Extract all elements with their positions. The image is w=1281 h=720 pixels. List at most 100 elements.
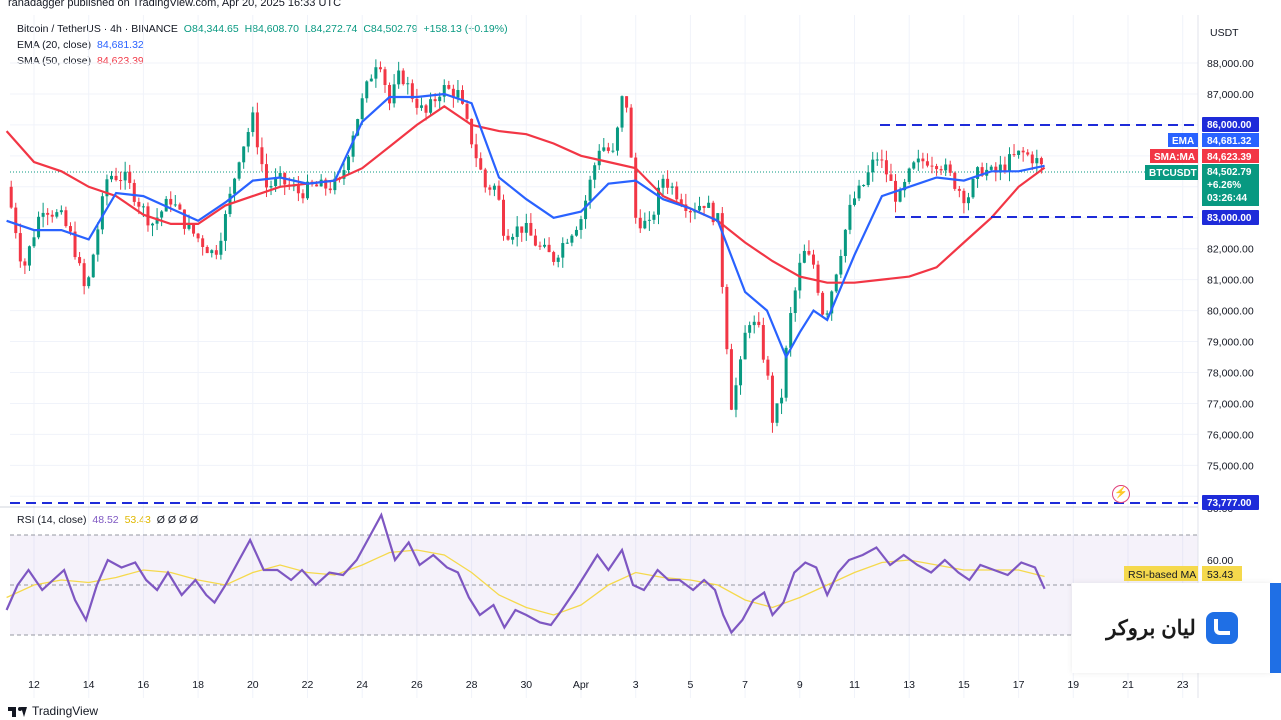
candle-down bbox=[497, 185, 501, 200]
candle-down bbox=[460, 90, 464, 104]
candle-down bbox=[128, 171, 132, 183]
sma-legend[interactable]: SMA (50, close) 84,623.39 bbox=[17, 55, 144, 67]
candles bbox=[9, 59, 1043, 433]
candle-down bbox=[64, 210, 68, 227]
candle-down bbox=[921, 158, 925, 162]
candle-up bbox=[96, 229, 100, 255]
price-tick-label: 75,000.00 bbox=[1207, 460, 1254, 472]
time-tick-label: 30 bbox=[520, 679, 532, 691]
candle-up bbox=[780, 397, 784, 404]
candle-down bbox=[415, 98, 419, 108]
candle-down bbox=[506, 235, 510, 240]
candle-up bbox=[41, 212, 45, 217]
candle-up bbox=[155, 217, 159, 224]
candle-down bbox=[529, 222, 533, 236]
ohlc-change: +158.13 (+0.19%) bbox=[423, 23, 508, 35]
candle-down bbox=[479, 158, 483, 170]
candle-down bbox=[169, 198, 173, 205]
candle-up bbox=[511, 236, 515, 240]
candle-down bbox=[137, 201, 141, 207]
ema-legend[interactable]: EMA (20, close) 84,681.32 bbox=[17, 39, 144, 51]
candle-down bbox=[962, 190, 966, 204]
candle-up bbox=[237, 162, 241, 179]
candle-down bbox=[73, 231, 77, 258]
candle-down bbox=[953, 172, 957, 189]
candle-up bbox=[584, 200, 588, 220]
symbol-title[interactable]: Bitcoin / TetherUS · 4h · BINANCE bbox=[17, 23, 178, 35]
candle-down bbox=[424, 105, 428, 113]
candle-up bbox=[588, 179, 592, 201]
candle-up bbox=[574, 229, 578, 236]
candle-down bbox=[766, 359, 770, 376]
candle-down bbox=[1026, 152, 1030, 155]
time-axis: 12 14 16 18 20 22 24 26 28 30 Apr 3 5 7 9 11 13 15 17 19 21 2… bbox=[28, 679, 1189, 691]
flash-icon[interactable]: ⚡ bbox=[1112, 485, 1130, 503]
candle-down bbox=[533, 235, 537, 246]
time-tick-label: 26 bbox=[411, 679, 423, 691]
time-tick-label: 11 bbox=[849, 679, 860, 691]
time-tick-label: Apr bbox=[573, 679, 590, 691]
candle-down bbox=[132, 182, 136, 202]
candle-up bbox=[141, 206, 145, 208]
candle-up bbox=[670, 186, 674, 188]
broker-watermark: لیان بروکر bbox=[1072, 583, 1272, 673]
resistance-price-text: 86,000.00 bbox=[1207, 120, 1252, 131]
candle-down bbox=[702, 205, 706, 208]
rsi-legend-value: 48.52 bbox=[92, 514, 119, 526]
last-pct-text: +6.26% bbox=[1207, 180, 1241, 191]
candle-up bbox=[543, 244, 547, 247]
candle-down bbox=[23, 261, 27, 266]
ohlc-high: H84,608.70 bbox=[244, 23, 299, 35]
candle-down bbox=[451, 88, 455, 98]
footer-brand-text: TradingView bbox=[32, 704, 99, 718]
candle-up bbox=[971, 178, 975, 198]
candle-up bbox=[87, 277, 91, 287]
candle-down bbox=[547, 244, 551, 253]
candle-down bbox=[980, 167, 984, 176]
candle-down bbox=[502, 199, 506, 236]
candle-down bbox=[811, 254, 815, 265]
candle-up bbox=[109, 175, 113, 180]
candle-up bbox=[556, 257, 560, 262]
candle-down bbox=[638, 217, 642, 229]
candle-down bbox=[447, 85, 451, 89]
rsi-ma-tag-text: RSI-based MA bbox=[1128, 569, 1196, 581]
candle-down bbox=[18, 233, 22, 262]
candle-down bbox=[201, 238, 205, 247]
candle-up bbox=[360, 98, 364, 120]
sma-tag-box bbox=[1150, 149, 1198, 163]
time-tick-label: 7 bbox=[742, 679, 748, 691]
candle-up bbox=[912, 162, 916, 169]
candle-down bbox=[1039, 158, 1043, 165]
candle-down bbox=[729, 349, 733, 410]
time-tick-label: 5 bbox=[687, 679, 693, 691]
candle-up bbox=[123, 171, 127, 181]
broker-name: لیان بروکر bbox=[1106, 616, 1196, 640]
ema-tag-text: EMA bbox=[1172, 136, 1194, 147]
time-tick-label: 16 bbox=[138, 679, 150, 691]
price-tick-label: 81,000.00 bbox=[1207, 275, 1254, 287]
candle-down bbox=[675, 186, 679, 200]
rsi-ma-price-tag bbox=[1202, 566, 1242, 581]
broker-logo-icon bbox=[1205, 612, 1238, 644]
candle-down bbox=[688, 210, 692, 213]
candle-up bbox=[59, 210, 63, 213]
candle-down bbox=[383, 69, 387, 85]
time-tick-label: 17 bbox=[1013, 679, 1025, 691]
candle-up bbox=[661, 178, 665, 188]
candle-down bbox=[9, 186, 13, 208]
candle-down bbox=[679, 199, 683, 205]
candle-up bbox=[37, 216, 41, 238]
ema-price-text: 84,681.32 bbox=[1207, 136, 1252, 147]
currency-label[interactable]: USDT bbox=[1210, 27, 1239, 39]
candle-up bbox=[369, 78, 373, 82]
candle-down bbox=[720, 213, 724, 287]
candle-up bbox=[429, 99, 433, 113]
candle-down bbox=[119, 180, 123, 182]
footer-brand[interactable]: TradingView bbox=[8, 704, 98, 718]
time-tick-label: 3 bbox=[633, 679, 639, 691]
time-tick-label: 12 bbox=[28, 679, 40, 691]
candle-up bbox=[707, 202, 711, 208]
candle-up bbox=[392, 84, 396, 104]
